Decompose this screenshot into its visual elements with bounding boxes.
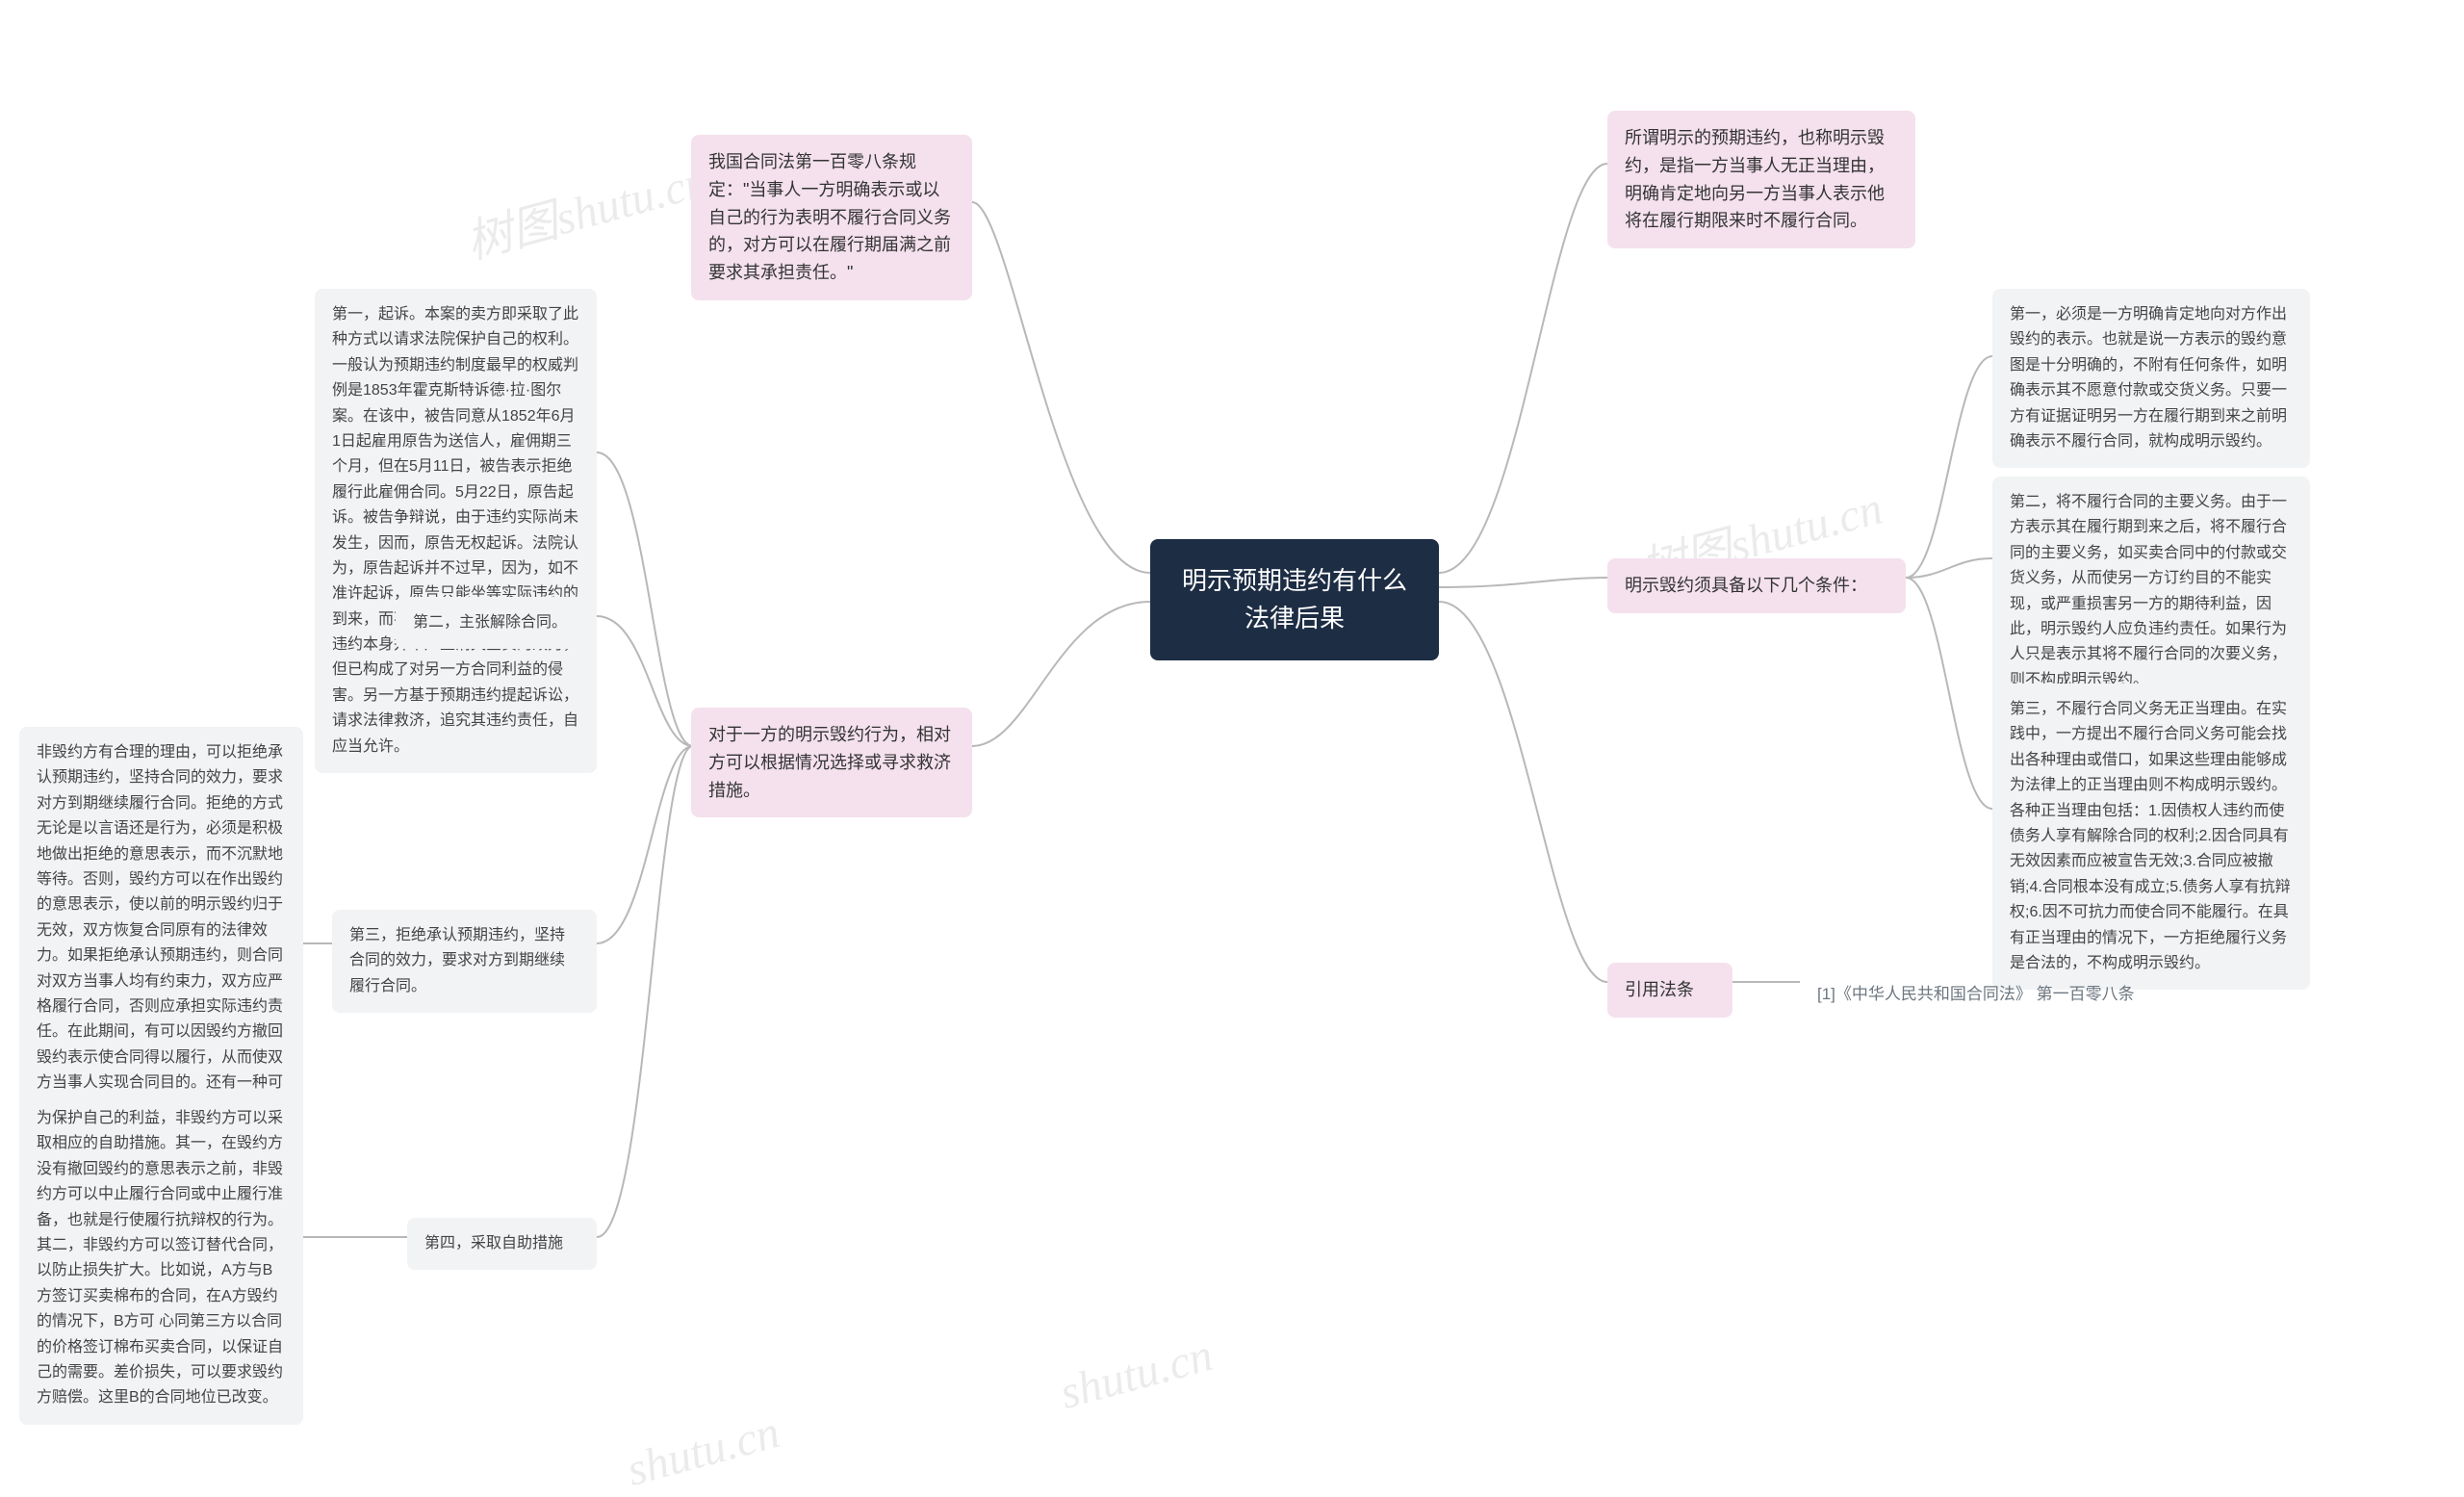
- condition-item-3: 第三，不履行合同义务无正当理由。在实践中，一方提出不履行合同义务可能会找出各种理…: [1992, 684, 2310, 990]
- watermark: shutu.cn: [1055, 1329, 1219, 1420]
- remedy-item-3: 第三，拒绝承认预期违约，坚持合同的效力，要求对方到期继续履行合同。: [332, 910, 597, 1013]
- remedy-item-4: 第四，采取自助措施: [407, 1218, 597, 1270]
- condition-item-1: 第一，必须是一方明确肯定地向对方作出毁约的表示。也就是说一方表示的毁约意图是十分…: [1992, 289, 2310, 468]
- reference-text: [1]《中华人民共和国合同法》 第一百零八条: [1800, 968, 2152, 1020]
- remedy-item-4-detail: 为保护自己的利益，非毁约方可以采取相应的自助措施。其一，在毁约方没有撤回毁约的意…: [19, 1093, 303, 1425]
- center-node: 明示预期违约有什么法律后果: [1150, 539, 1439, 660]
- left-remedy-node: 对于一方的明示毁约行为，相对方可以根据情况选择或寻求救济措施。: [691, 708, 972, 817]
- watermark: shutu.cn: [622, 1406, 785, 1497]
- right-conditions-node: 明示毁约须具备以下几个条件：: [1607, 558, 1906, 613]
- condition-item-2: 第二，将不履行合同的主要义务。由于一方表示其在履行期到来之后，将不履行合同的主要…: [1992, 477, 2310, 707]
- left-law-node: 我国合同法第一百零八条规定："当事人一方明确表示或以自己的行为表明不履行合同义务…: [691, 135, 972, 300]
- remedy-item-1: 第一，起诉。本案的卖方即采取了此种方式以请求法院保护自己的权利。一般认为预期违约…: [315, 289, 597, 773]
- watermark: 树图shutu.cn: [457, 142, 714, 271]
- right-reference-node: 引用法条: [1607, 963, 1732, 1018]
- right-definition-node: 所谓明示的预期违约，也称明示毁约，是指一方当事人无正当理由，明确肯定地向另一方当…: [1607, 111, 1915, 248]
- remedy-item-2: 第二，主张解除合同。: [396, 597, 597, 649]
